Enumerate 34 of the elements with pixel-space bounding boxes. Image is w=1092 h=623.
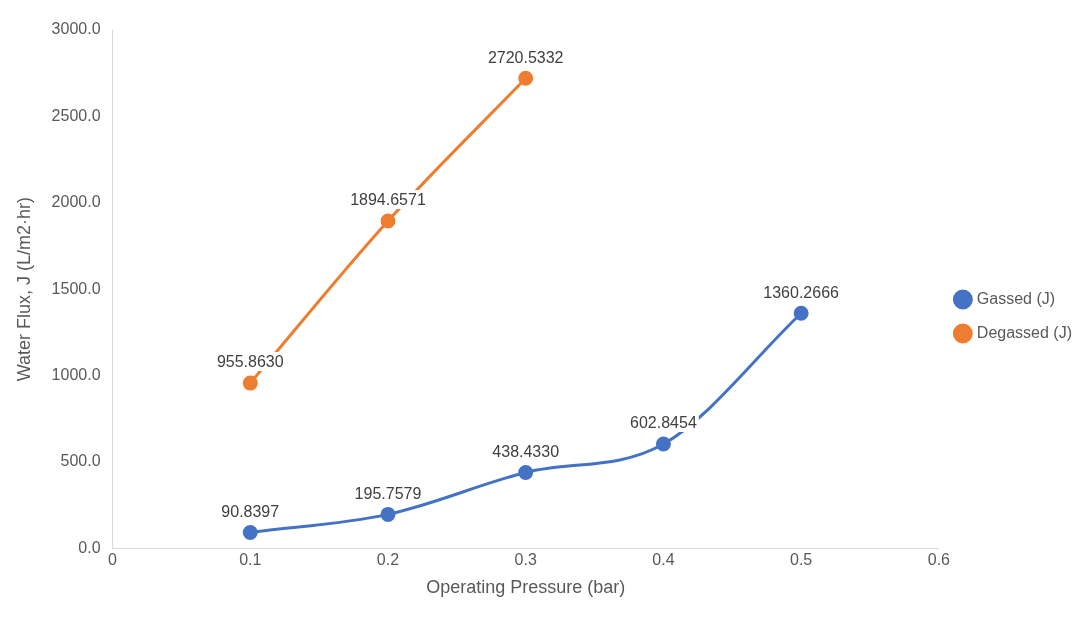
x-tick-label: 0.4: [652, 551, 675, 569]
point: [793, 305, 809, 321]
y-tick-label: 2000.0: [51, 193, 101, 211]
y-axis-title: Water Flux, J (L/m2·hr): [13, 196, 34, 382]
point: [242, 375, 258, 391]
point: [518, 70, 534, 86]
data-label: 2720.5332: [487, 48, 564, 66]
point: [242, 525, 258, 541]
data-label: 1360.2666: [763, 283, 840, 301]
point: [518, 464, 534, 480]
x-tick-label: 0: [108, 551, 118, 569]
point: [380, 213, 396, 229]
data-label: 602.8454: [630, 414, 697, 432]
x-tick-label: 0.3: [514, 551, 537, 569]
legend-label: Degassed (J): [976, 323, 1073, 341]
y-tick-label: 500.0: [60, 452, 101, 470]
y-tick-label: 1500.0: [51, 279, 101, 297]
y-tick-label: 0.0: [78, 538, 101, 556]
y-tick-label: 2500.0: [51, 106, 101, 124]
data-label: 438.4330: [492, 442, 560, 460]
data-label: 195.7579: [354, 484, 422, 502]
x-tick-label: 0.5: [790, 551, 813, 569]
legend-label: Gassed (J): [976, 289, 1056, 307]
data-label: 1894.6571: [350, 191, 426, 209]
y-tick-label: 1000.0: [51, 365, 101, 383]
data-label: 955.8630: [216, 353, 284, 371]
x-tick-label: 0.6: [927, 551, 951, 569]
x-axis-title: Operating Pressure (bar): [426, 577, 626, 598]
point: [655, 436, 671, 452]
point: [380, 506, 396, 522]
data-label: 90.8397: [221, 502, 280, 520]
y-tick-label: 3000.0: [51, 20, 101, 38]
x-tick-label: 0.1: [239, 551, 262, 569]
x-tick-label: 0.2: [376, 551, 400, 569]
